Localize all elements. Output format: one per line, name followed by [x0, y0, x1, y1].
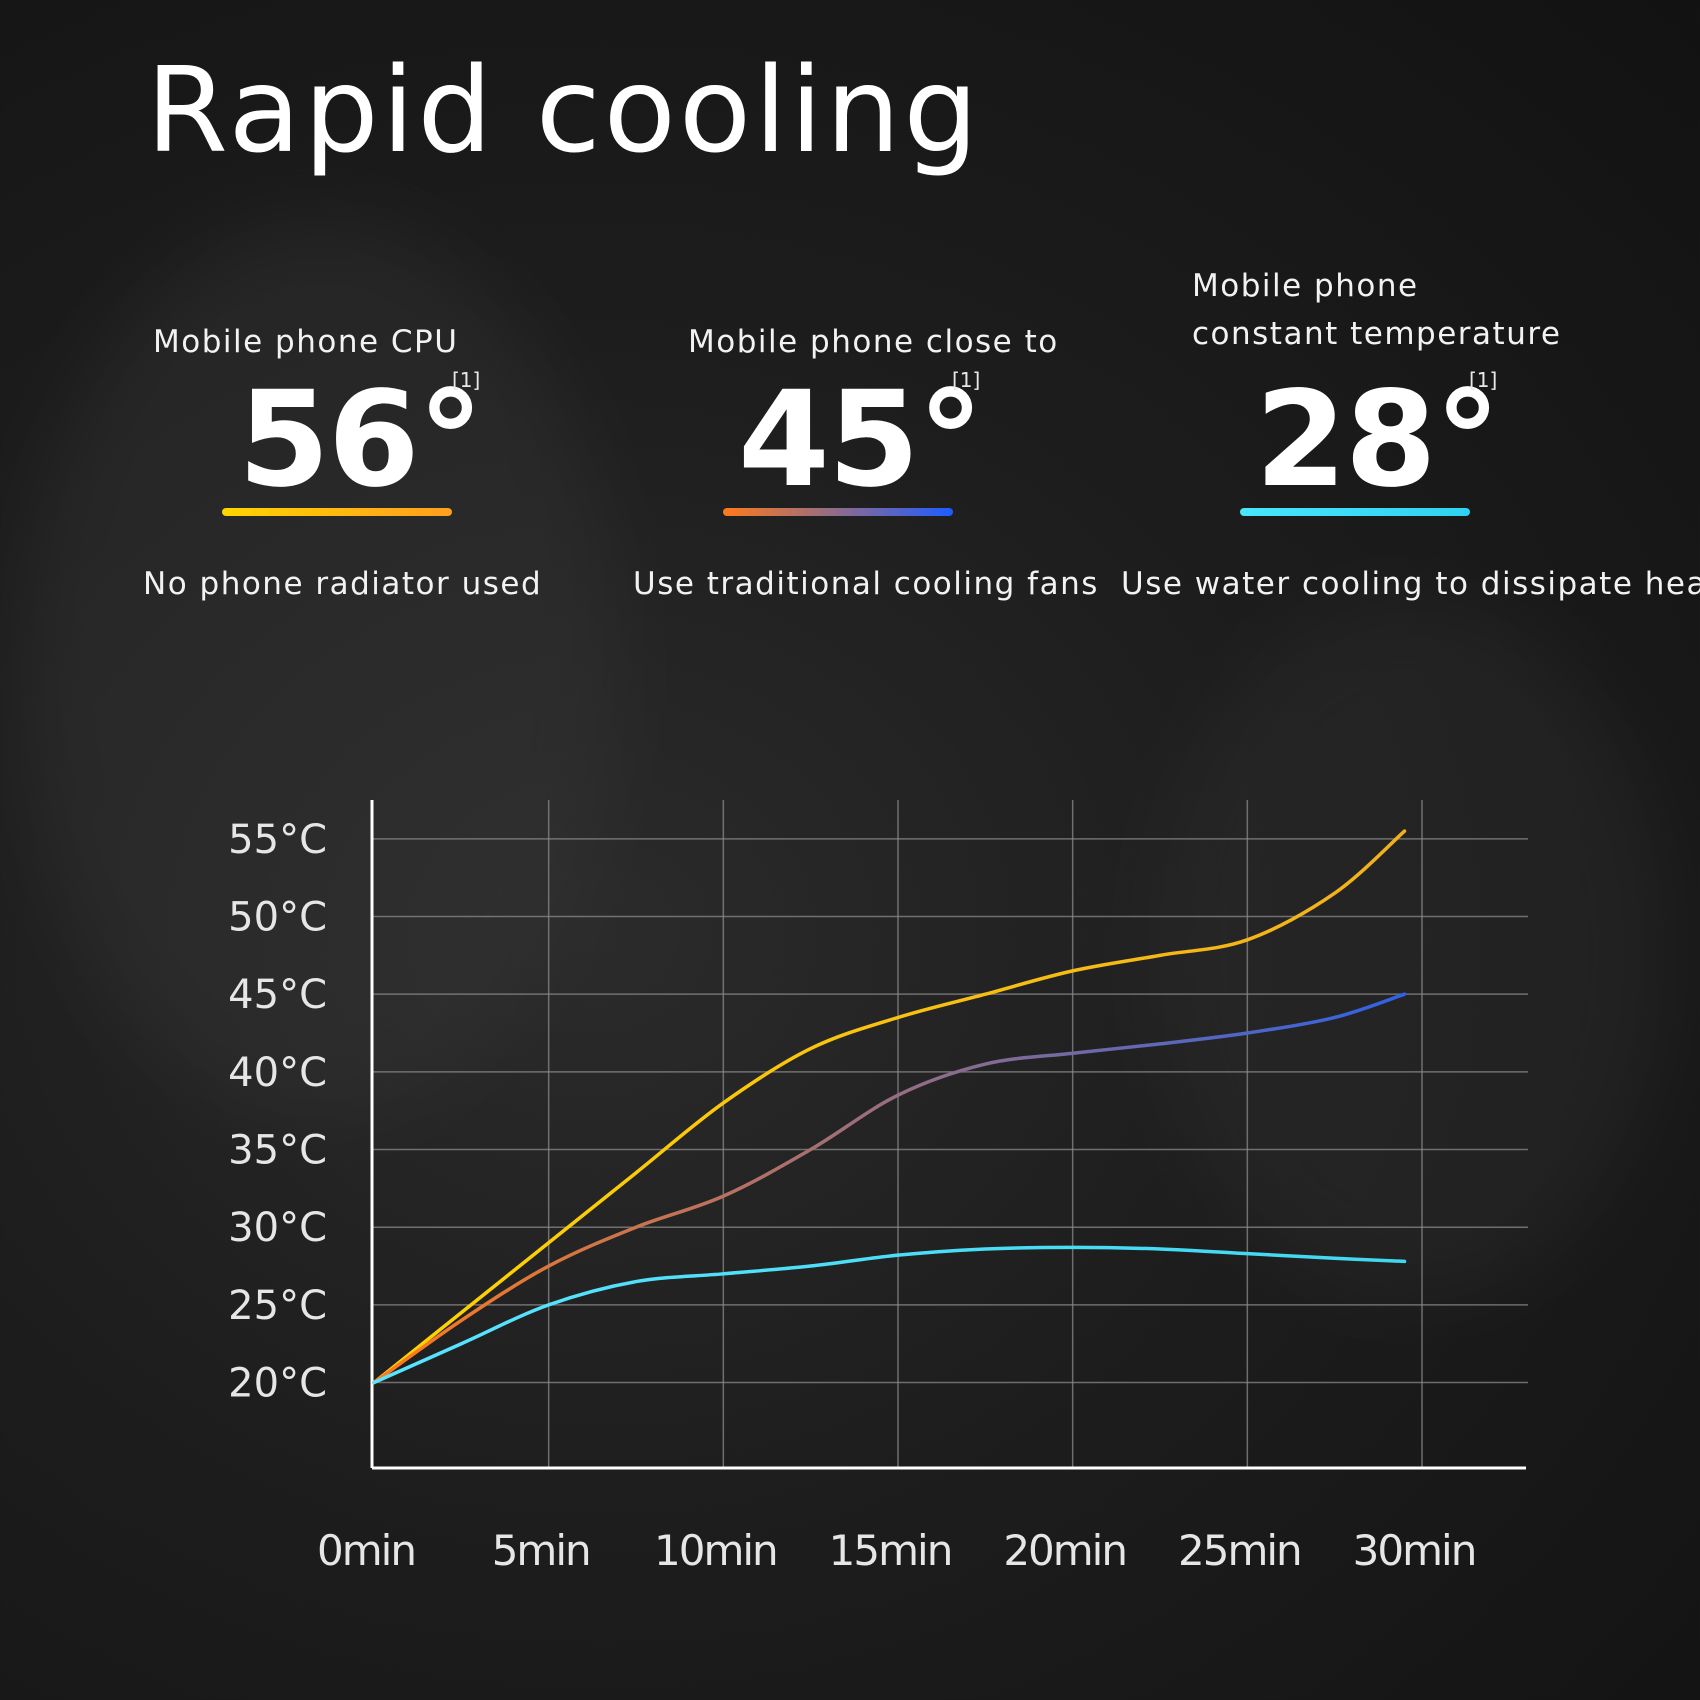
chart-series [372, 829, 1407, 1385]
chart-grid [372, 800, 1528, 1468]
x-tick-label: 15min [829, 1526, 952, 1575]
series-line-1 [372, 992, 1407, 1385]
stat-caption: No phone radiator used [143, 566, 543, 602]
x-tick-label: 0min [317, 1526, 415, 1575]
stat-footnote: [1] [452, 368, 481, 392]
y-tick-label: 30°C [228, 1205, 327, 1251]
series-line-0 [372, 829, 1407, 1385]
y-tick-label: 55°C [228, 817, 327, 863]
x-tick-label: 25min [1178, 1526, 1301, 1575]
y-tick-label: 50°C [228, 895, 327, 941]
stat-value: 45° [738, 363, 984, 517]
stat-color-bar [723, 508, 953, 516]
y-tick-label: 40°C [228, 1050, 327, 1096]
x-tick-label: 30min [1353, 1526, 1476, 1575]
background-glow [20, 220, 620, 1120]
stat-label-line: constant temperature [1192, 316, 1562, 352]
stat-value: 56° [238, 363, 484, 517]
y-tick-label: 25°C [228, 1283, 327, 1329]
x-tick-label: 20min [1003, 1526, 1126, 1575]
stat-footnote: [1] [952, 368, 981, 392]
stat-caption: Use water cooling to dissipate heat [1121, 566, 1700, 602]
stat-caption: Use traditional cooling fans [633, 566, 1099, 602]
stat-footnote: [1] [1469, 368, 1498, 392]
series-line-2 [372, 1245, 1407, 1385]
page-title: Rapid cooling [146, 41, 982, 179]
y-tick-label: 35°C [228, 1128, 327, 1174]
x-tick-label: 10min [654, 1526, 777, 1575]
stat-label: Mobile phone constant temperature [1192, 262, 1561, 358]
stat-color-bar [222, 508, 452, 516]
stat-label-line: Mobile phone CPU [153, 324, 459, 360]
y-tick-label: 20°C [228, 1361, 327, 1407]
chart-tick-labels: 55°C 50°C 45°C 40°C 35°C 30°C 25°C 20°C 0min 5min… [228, 817, 1477, 1575]
x-tick-label: 5min [492, 1526, 590, 1575]
stat-label: Mobile phone close to [688, 318, 1059, 366]
stat-color-bar [1240, 508, 1470, 516]
stat-value: 28° [1255, 363, 1501, 517]
background-glow [1150, 600, 1670, 1300]
y-tick-label: 45°C [228, 972, 327, 1018]
chart-axes [370, 800, 1526, 1470]
stat-label-line: Mobile phone close to [688, 324, 1059, 360]
stat-label: Mobile phone CPU [153, 318, 458, 366]
stat-label-line: Mobile phone [1192, 268, 1419, 304]
